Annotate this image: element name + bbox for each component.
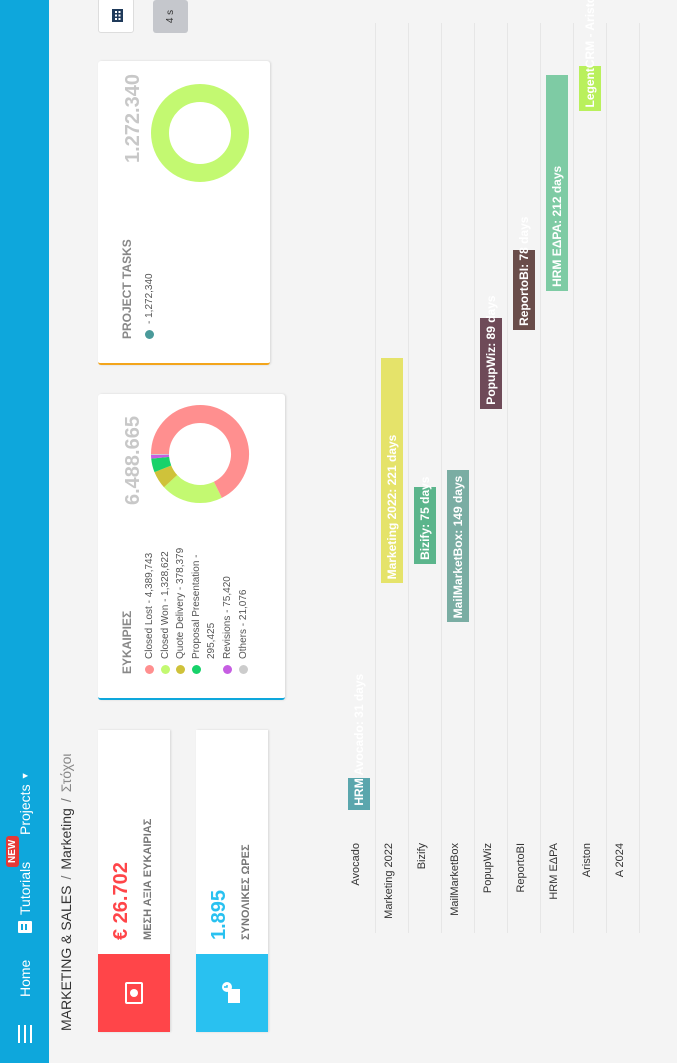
opportunities-title: ΕΥΚΑΙΡΙΕΣ (120, 610, 134, 674)
gantt-row-label: A 2024 (614, 843, 626, 878)
gantt-row-label: Avocado (350, 843, 362, 886)
calendar-icon (111, 9, 123, 22)
new-badge: NEW (6, 835, 19, 867)
gantt-row: Marketing 2022 Marketing 2022: 221 days (375, 23, 409, 933)
project-gantt-chart: Avocado HRM Avocado: 31 days Marketing 2… (342, 0, 640, 933)
project-tasks-panel: PROJECT TASKS - 1,272,340 1.272.340 (98, 61, 270, 365)
donut-slice (164, 474, 222, 503)
gantt-bar[interactable]: Bizify: 75 days (414, 477, 436, 564)
gantt-row: ReportoBI ReportoBI: 78 days (507, 23, 541, 933)
gantt-row-label: Marketing 2022 (383, 843, 395, 919)
gantt-row: HRM ΕΔΡΑ HRM ΕΔΡΑ: 212 days (540, 23, 574, 933)
gantt-row: PopupWiz PopupWiz: 89 days (474, 23, 508, 933)
gantt-row: Avocado HRM Avocado: 31 days (342, 23, 376, 933)
legend-item: Quote Delivery - 378,379 (173, 524, 189, 674)
nav-projects-label: Projects (16, 784, 33, 835)
gantt-row-label: ReportoBI (515, 843, 527, 893)
nav-projects-dropdown[interactable]: Projects ▼ (0, 772, 49, 836)
time-icon (196, 954, 268, 1032)
project-tasks-title: PROJECT TASKS (120, 239, 134, 339)
opportunities-total: 6.488.665 (122, 416, 144, 505)
project-tasks-total: 1.272.340 (122, 74, 144, 163)
total-hours-label: ΣΥΝΟΛΙΚΕΣ ΩΡΕΣ (240, 844, 252, 940)
average-opportunity-value-card: € 26.702 ΜΕΣΗ ΑΞΙΑ ΕΥΚΑΙΡΙΑΣ (98, 730, 170, 1032)
donut-slice (151, 405, 249, 498)
gantt-bar[interactable]: HRM ΕΔΡΑ: 212 days (546, 74, 568, 291)
period-button[interactable]: 4 s (153, 0, 188, 33)
gantt-bar[interactable]: Marketing 2022: 221 days (381, 358, 403, 584)
caret-down-icon: ▼ (19, 771, 30, 781)
top-navigation-bar: Home Tutorials NEW Projects ▼ (0, 0, 49, 1063)
gantt-row-label: PopupWiz (482, 843, 494, 894)
gantt-row-label: Ariston (581, 843, 593, 878)
legend-item: Closed Lost - 4,389,743 (142, 524, 158, 674)
project-tasks-legend: - 1,272,340 (142, 189, 158, 339)
gantt-bar[interactable]: PopupWiz: 89 days (480, 295, 502, 409)
calendar-button[interactable] (98, 0, 134, 33)
opportunities-donut-chart (150, 405, 249, 503)
legend-item: Proposal Presentation - 295,425 (189, 524, 220, 674)
breadcrumb-root[interactable]: MARKETING & SALES (58, 885, 74, 1031)
nav-tutorials-link[interactable]: Tutorials (0, 862, 49, 933)
gantt-bar[interactable]: MailMarketBox: 149 days (447, 470, 469, 623)
project-tasks-donut-chart (151, 84, 249, 182)
gantt-row-label: Bizify (416, 843, 428, 870)
legend-item: Closed Won - 1,328,622 (158, 524, 174, 674)
gantt-row-label: MailMarketBox (449, 843, 461, 916)
gantt-row: A 2024 (606, 23, 640, 933)
legend-item: - 1,272,340 (142, 189, 158, 339)
average-opportunity-value: € 26.702 (110, 862, 132, 940)
gantt-bar[interactable]: LegentCRM - Ariston: 45 days (579, 0, 601, 112)
average-opportunity-label: ΜΕΣΗ ΑΞΙΑ ΕΥΚΑΙΡΙΑΣ (142, 818, 154, 940)
gantt-row-label: HRM ΕΔΡΑ (548, 843, 560, 900)
opportunities-legend: Closed Lost - 4,389,743 Closed Won - 1,3… (142, 524, 251, 674)
book-icon (17, 921, 32, 933)
total-hours-card: 1.895 ΣΥΝΟΛΙΚΕΣ ΩΡΕΣ (196, 730, 268, 1032)
gantt-row: Ariston LegentCRM - Ariston: 45 days (573, 0, 607, 933)
gantt-row: MailMarketBox MailMarketBox: 149 days (441, 23, 475, 933)
donut-slice (154, 465, 178, 488)
breadcrumb-section[interactable]: Marketing (58, 808, 74, 870)
donut-slice (151, 456, 172, 473)
gantt-bar[interactable]: HRM Avocado: 31 days (348, 674, 370, 810)
gantt-row: Bizify Bizify: 75 days (408, 23, 442, 933)
money-icon (98, 954, 170, 1032)
breadcrumb-current: Στόχοι (58, 753, 74, 793)
legend-item: Others - 21,076 (236, 524, 252, 674)
opportunities-panel: ΕΥΚΑΙΡΙΕΣ Closed Lost - 4,389,743 Closed… (98, 394, 285, 700)
nav-home-link[interactable]: Home (16, 959, 33, 997)
gantt-bar[interactable]: ReportoBI: 78 days (513, 217, 535, 330)
nav-tutorials-label: Tutorials (16, 861, 33, 915)
total-hours-value: 1.895 (208, 889, 230, 940)
menu-icon[interactable] (0, 1019, 49, 1043)
breadcrumb: MARKETING & SALES/Marketing/Στόχοι (58, 753, 74, 1031)
legend-item: Revisions - 75,420 (220, 524, 236, 674)
